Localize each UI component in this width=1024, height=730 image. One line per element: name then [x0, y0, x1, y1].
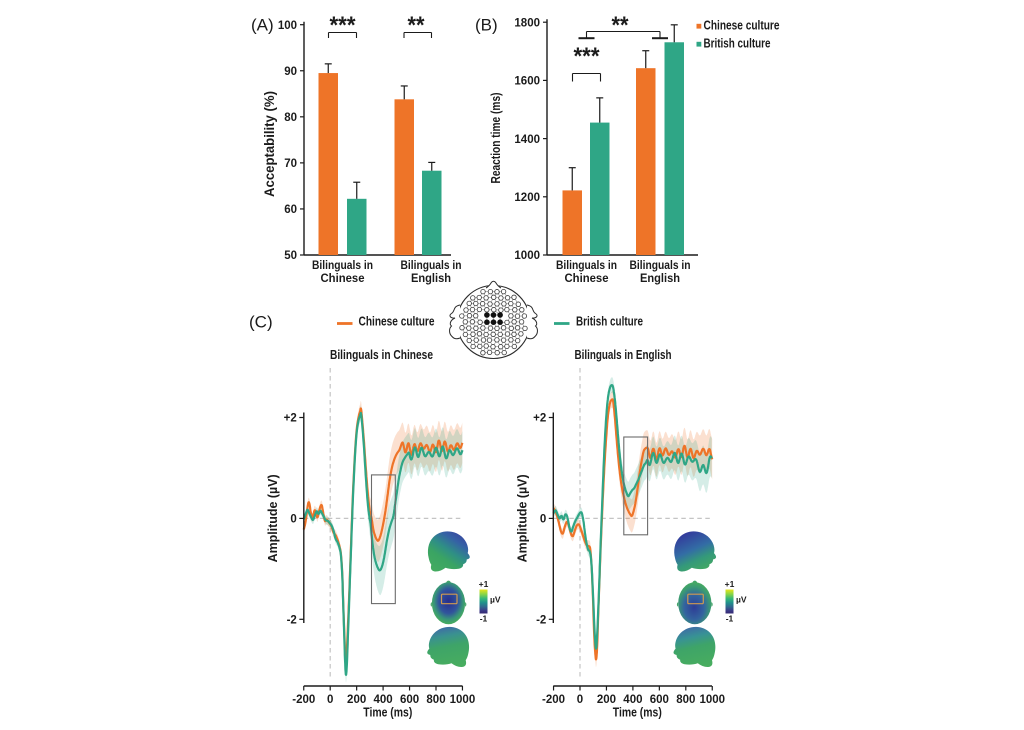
- svg-text:-200: -200: [292, 694, 315, 706]
- svg-text:1800: 1800: [514, 17, 540, 29]
- svg-text:+1: +1: [725, 579, 735, 589]
- svg-text:Bilinguals in: Bilinguals in: [312, 258, 373, 272]
- svg-text:Chinese: Chinese: [565, 271, 609, 285]
- svg-text:English: English: [411, 271, 451, 285]
- svg-text:British culture: British culture: [576, 315, 643, 329]
- svg-text:Chinese culture: Chinese culture: [704, 19, 780, 33]
- svg-text:**: **: [612, 12, 630, 39]
- svg-text:+1: +1: [479, 579, 489, 589]
- svg-text:1200: 1200: [514, 192, 540, 204]
- svg-text:Acceptability (%): Acceptability (%): [261, 91, 277, 197]
- svg-text:0: 0: [577, 694, 583, 706]
- svg-text:-2: -2: [287, 615, 297, 627]
- svg-text:(C): (C): [249, 313, 273, 332]
- svg-text:1000: 1000: [514, 250, 540, 262]
- svg-text:60: 60: [284, 204, 297, 216]
- svg-text:80: 80: [284, 112, 297, 124]
- svg-text:+2: +2: [533, 413, 546, 425]
- svg-text:0: 0: [290, 514, 296, 526]
- svg-text:***: ***: [330, 12, 357, 39]
- svg-text:400: 400: [374, 694, 393, 706]
- svg-text:-2: -2: [536, 615, 546, 627]
- svg-text:Amplitude (µV): Amplitude (µV): [515, 474, 529, 562]
- svg-text:µV: µV: [736, 595, 747, 605]
- svg-text:Reaction time (ms): Reaction time (ms): [489, 93, 503, 184]
- svg-text:600: 600: [650, 694, 669, 706]
- svg-text:Bilinguals in: Bilinguals in: [556, 258, 617, 272]
- svg-text:200: 200: [347, 694, 366, 706]
- svg-text:0: 0: [327, 694, 333, 706]
- svg-text:-200: -200: [542, 694, 565, 706]
- svg-text:(B): (B): [475, 16, 498, 35]
- svg-text:400: 400: [623, 694, 642, 706]
- svg-text:800: 800: [676, 694, 695, 706]
- svg-text:(A): (A): [251, 16, 274, 35]
- svg-text:Chinese culture: Chinese culture: [359, 315, 435, 329]
- svg-text:English: English: [640, 271, 680, 285]
- svg-text:-1: -1: [726, 614, 734, 624]
- svg-text:90: 90: [284, 66, 297, 78]
- svg-text:Time (ms): Time (ms): [613, 706, 662, 720]
- svg-text:µV: µV: [490, 595, 501, 605]
- svg-text:100: 100: [278, 20, 297, 32]
- svg-text:***: ***: [574, 43, 601, 70]
- svg-text:70: 70: [284, 158, 297, 170]
- svg-text:Chinese: Chinese: [321, 271, 365, 285]
- svg-text:-1: -1: [480, 614, 488, 624]
- svg-text:1000: 1000: [450, 694, 476, 706]
- svg-text:1400: 1400: [514, 134, 540, 146]
- svg-text:**: **: [408, 12, 426, 39]
- svg-text:Bilinguals in Chinese: Bilinguals in Chinese: [330, 348, 433, 362]
- svg-text:600: 600: [400, 694, 419, 706]
- svg-text:Amplitude (µV): Amplitude (µV): [266, 474, 280, 562]
- svg-text:Bilinguals in: Bilinguals in: [630, 258, 691, 272]
- svg-text:+2: +2: [284, 413, 297, 425]
- svg-text:Bilinguals in: Bilinguals in: [401, 258, 462, 272]
- svg-text:50: 50: [284, 250, 297, 262]
- svg-text:British culture: British culture: [704, 37, 771, 51]
- svg-text:0: 0: [540, 514, 546, 526]
- svg-text:800: 800: [426, 694, 445, 706]
- svg-text:Time (ms): Time (ms): [363, 706, 412, 720]
- svg-text:200: 200: [597, 694, 616, 706]
- svg-text:1600: 1600: [514, 76, 540, 88]
- svg-text:Bilinguals in English: Bilinguals in English: [575, 348, 672, 362]
- svg-text:1000: 1000: [699, 694, 725, 706]
